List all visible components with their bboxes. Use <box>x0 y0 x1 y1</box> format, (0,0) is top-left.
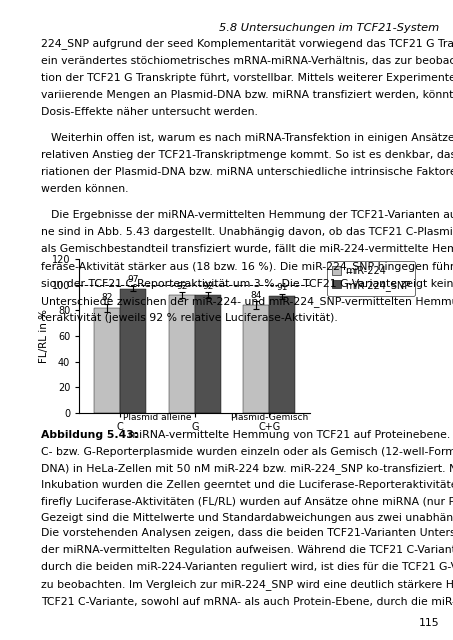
Text: der miRNA-vermittelten Regulation aufweisen. Während die TCF21 C-Variante differ: der miRNA-vermittelten Regulation aufwei… <box>41 545 453 555</box>
Bar <box>195 295 221 413</box>
Text: 84: 84 <box>251 291 262 300</box>
Text: zu beobachten. Im Vergleich zur miR-224_SNP wird eine deutlich stärkere Hemmung : zu beobachten. Im Vergleich zur miR-224_… <box>41 579 453 590</box>
Bar <box>120 289 146 413</box>
Text: DNA) in HeLa-Zellen mit 50 nM miR-224 bzw. miR-224_SNP ko-transfiziert. Nach ein: DNA) in HeLa-Zellen mit 50 nM miR-224 bz… <box>41 463 453 474</box>
Text: riationen der Plasmid-DNA bzw. miRNA unterschiedliche intrinsische Faktoren beei: riationen der Plasmid-DNA bzw. miRNA unt… <box>41 167 453 177</box>
Text: sion der TCF21 C-Reporteraktivität um 3 %. Die TCF21 G-Variante zeigt keine sign: sion der TCF21 C-Reporteraktivität um 3 … <box>41 278 453 289</box>
Text: 92: 92 <box>202 282 213 291</box>
Text: Die vorstehenden Analysen zeigen, dass die beiden TCF21-Varianten Unterschiede i: Die vorstehenden Analysen zeigen, dass d… <box>41 528 453 538</box>
Text: firefly Luciferase-Aktivitäten (FL/RL) wurden auf Ansätze ohne miRNA (nur Plasmi: firefly Luciferase-Aktivitäten (FL/RL) w… <box>41 497 453 507</box>
Text: Plasmid alleine: Plasmid alleine <box>123 413 192 422</box>
Text: werden können.: werden können. <box>41 184 128 194</box>
Text: Plasmid-Gemisch: Plasmid-Gemisch <box>230 413 308 422</box>
Bar <box>243 305 270 413</box>
Text: durch die beiden miR-224-Varianten reguliert wird, ist dies für die TCF21 G-Vari: durch die beiden miR-224-Varianten regul… <box>41 563 453 572</box>
Text: ne sind in Abb. 5.43 dargestellt. Unabhängig davon, ob das TCF21 C-Plasmid einze: ne sind in Abb. 5.43 dargestellt. Unabhä… <box>41 227 453 237</box>
Text: 92: 92 <box>176 282 188 291</box>
Y-axis label: FL/RL in %: FL/RL in % <box>39 309 49 363</box>
Text: variierende Mengen an Plasmid-DNA bzw. miRNA transfiziert werden, könnten möglic: variierende Mengen an Plasmid-DNA bzw. m… <box>41 90 453 100</box>
Text: 91: 91 <box>277 283 288 292</box>
Text: relativen Anstieg der TCF21-Transkriptmenge kommt. So ist es denkbar, dass durch: relativen Anstieg der TCF21-Transkriptme… <box>41 150 453 160</box>
Text: Weiterhin offen ist, warum es nach miRNA-Transfektion in einigen Ansätzen zu ein: Weiterhin offen ist, warum es nach miRNA… <box>51 132 453 143</box>
Bar <box>94 308 120 413</box>
Text: Gezeigt sind die Mittelwerte und Standardabweichungen aus zwei unabhängigen Expe: Gezeigt sind die Mittelwerte und Standar… <box>41 513 453 524</box>
Text: Die Ergebnisse der miRNA-vermittelten Hemmung der TCF21-Varianten auf Proteinebe: Die Ergebnisse der miRNA-vermittelten He… <box>51 210 453 220</box>
Text: ein verändertes stöchiometrisches mRNA-miRNA-Verhältnis, das zur beobachteten Re: ein verändertes stöchiometrisches mRNA-m… <box>41 56 453 65</box>
Bar <box>169 295 195 413</box>
Text: TCF21 C-Variante, sowohl auf mRNA- als auch Protein-Ebene, durch die miR-224 ver: TCF21 C-Variante, sowohl auf mRNA- als a… <box>41 596 453 607</box>
Text: ferase-Aktivität stärker aus (18 bzw. 16 %). Die miR-224_SNP hingegen führt zu e: ferase-Aktivität stärker aus (18 bzw. 16… <box>41 261 453 272</box>
Text: teraktivität (jeweils 92 % relative Luciferase-Aktivität).: teraktivität (jeweils 92 % relative Luci… <box>41 313 337 323</box>
Text: 97: 97 <box>128 275 139 284</box>
Bar <box>270 296 295 413</box>
Text: C- bzw. G-Reporterplasmide wurden einzeln oder als Gemisch (12-well-Format, 100 : C- bzw. G-Reporterplasmide wurden einzel… <box>41 447 453 457</box>
Text: 224_SNP aufgrund der seed Komplementarität vorwiegend das TCF21 G Transkript, so: 224_SNP aufgrund der seed Komplementarit… <box>41 38 453 49</box>
Text: Inkubation wurden die Zellen geerntet und die Luciferase-Reporteraktivitäten gem: Inkubation wurden die Zellen geerntet un… <box>41 480 453 490</box>
Text: Dosis-Effekte näher untersucht werden.: Dosis-Effekte näher untersucht werden. <box>41 107 258 117</box>
Text: miRNA-vermittelte Hemmung von TCF21 auf Proteinebene. Die TCF21 3’-UTR: miRNA-vermittelte Hemmung von TCF21 auf … <box>125 430 453 440</box>
Text: tion der TCF21 G Transkripte führt, vorstellbar. Mittels weiterer Experimente, b: tion der TCF21 G Transkripte führt, vors… <box>41 73 453 83</box>
Text: 5.8 Untersuchungen im TCF21-System: 5.8 Untersuchungen im TCF21-System <box>219 23 439 33</box>
Legend: miR-224, miR-224_SNP: miR-224, miR-224_SNP <box>327 261 415 296</box>
Text: Unterschiede zwischen der miR-224- und miR-224_SNP-vermittelten Hemmung der Repo: Unterschiede zwischen der miR-224- und m… <box>41 296 453 307</box>
Text: als Gemischbestandteil transfiziert wurde, fällt die miR-224-vermittelte Hemmung: als Gemischbestandteil transfiziert wurd… <box>41 244 453 254</box>
Text: Abbildung 5.43:: Abbildung 5.43: <box>41 430 138 440</box>
Text: 82: 82 <box>101 293 113 302</box>
Text: 115: 115 <box>419 618 439 628</box>
